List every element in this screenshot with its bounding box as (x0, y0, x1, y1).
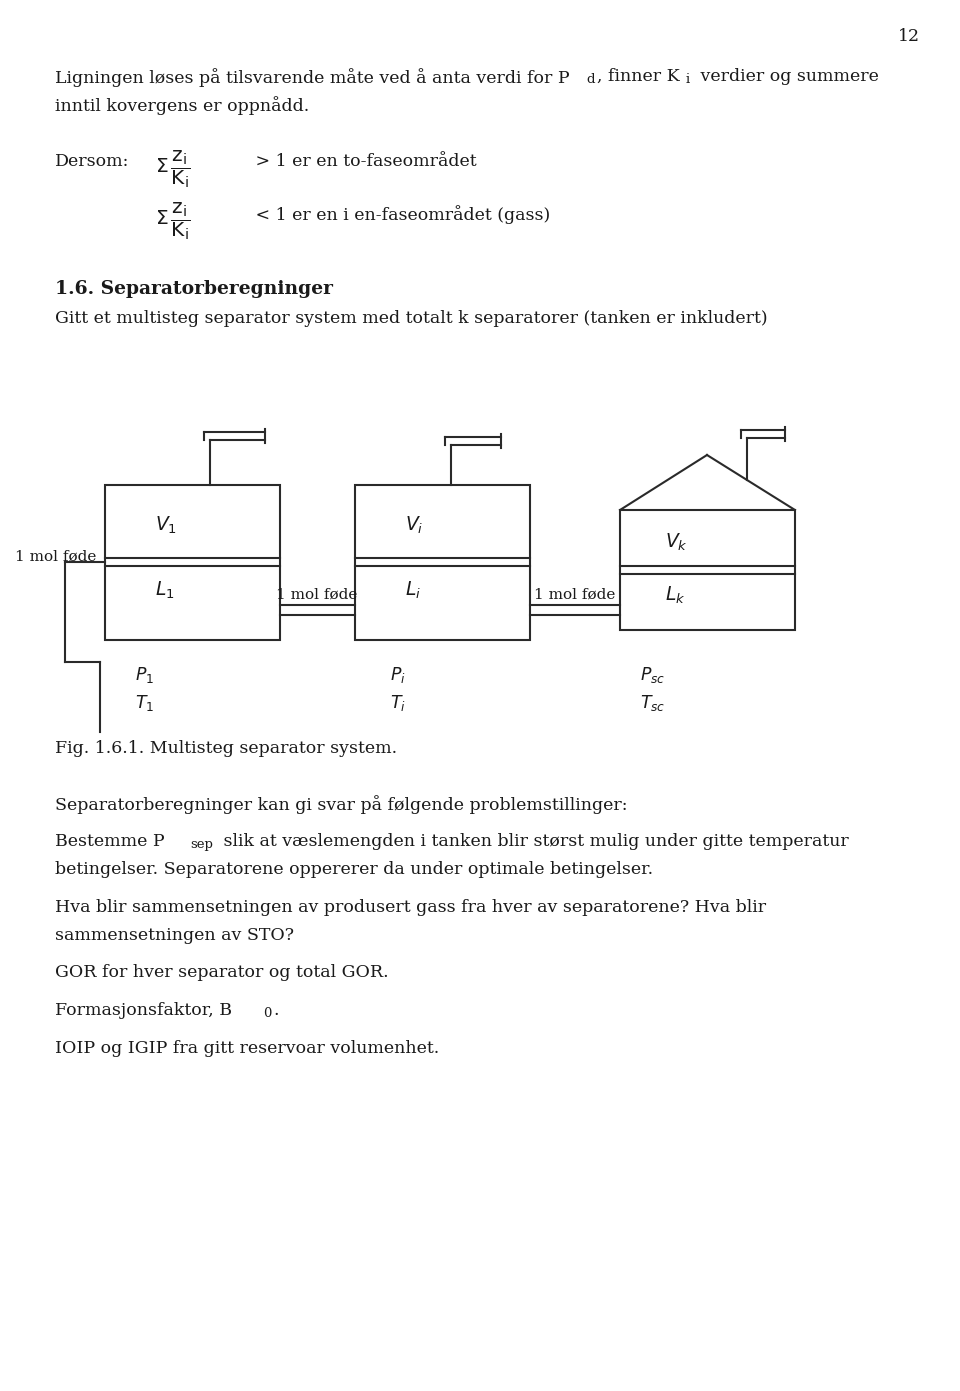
Text: $L_k$: $L_k$ (665, 586, 685, 606)
Text: $\mathsf{\Sigma\,\dfrac{z_i}{K_i}}$: $\mathsf{\Sigma\,\dfrac{z_i}{K_i}}$ (155, 200, 191, 242)
Text: > 1 er en to-faseområdet: > 1 er en to-faseområdet (250, 153, 476, 170)
Text: 1 mol føde: 1 mol føde (276, 588, 358, 602)
Text: d: d (586, 72, 594, 86)
Text: $P_{sc}$: $P_{sc}$ (640, 665, 665, 684)
Text: Formasjonsfaktor, B: Formasjonsfaktor, B (55, 1002, 232, 1020)
Text: Gitt et multisteg separator system med totalt k separatorer (tanken er inkludert: Gitt et multisteg separator system med t… (55, 310, 768, 327)
Text: 1.6. Separatorberegninger: 1.6. Separatorberegninger (55, 280, 333, 298)
Text: $P_i$: $P_i$ (390, 665, 406, 684)
Bar (620, 510, 795, 630)
Bar (355, 485, 530, 640)
Text: $T_i$: $T_i$ (390, 693, 406, 714)
Text: $V_k$: $V_k$ (665, 531, 688, 554)
Text: Fig. 1.6.1. Multisteg separator system.: Fig. 1.6.1. Multisteg separator system. (55, 740, 397, 757)
Text: GOR for hver separator og total GOR.: GOR for hver separator og total GOR. (55, 964, 389, 981)
Text: , finner K: , finner K (597, 68, 680, 85)
Text: .: . (273, 1002, 278, 1020)
Text: sammensetningen av STO?: sammensetningen av STO? (55, 926, 294, 944)
Text: Hva blir sammensetningen av produsert gass fra hver av separatorene? Hva blir: Hva blir sammensetningen av produsert ga… (55, 899, 766, 917)
Text: $P_1$: $P_1$ (135, 665, 155, 684)
Text: 1 mol føde: 1 mol føde (15, 549, 96, 563)
Text: $\mathsf{\Sigma\,\dfrac{z_i}{K_i}}$: $\mathsf{\Sigma\,\dfrac{z_i}{K_i}}$ (155, 147, 191, 191)
Text: 12: 12 (898, 28, 920, 45)
Text: $T_{sc}$: $T_{sc}$ (640, 693, 665, 714)
Text: Dersom:: Dersom: (55, 153, 130, 170)
Text: $V_1$: $V_1$ (155, 515, 177, 537)
Text: < 1 er en i en-faseområdet (gass): < 1 er en i en-faseområdet (gass) (250, 204, 550, 224)
Text: $V_i$: $V_i$ (405, 515, 423, 537)
Text: $T_1$: $T_1$ (135, 693, 155, 714)
Text: verdier og summere: verdier og summere (695, 68, 878, 85)
Bar (105, 485, 280, 640)
Text: i: i (686, 72, 690, 86)
Text: Separatorberegninger kan gi svar på følgende problemstillinger:: Separatorberegninger kan gi svar på følg… (55, 796, 628, 814)
Text: Ligningen løses på tilsvarende måte ved å anta verdi for P: Ligningen løses på tilsvarende måte ved … (55, 68, 569, 86)
Text: inntil kovergens er oppnådd.: inntil kovergens er oppnådd. (55, 96, 309, 115)
Text: 0: 0 (263, 1007, 272, 1020)
Text: Bestemme P: Bestemme P (55, 833, 164, 850)
Text: sep: sep (190, 837, 213, 851)
Text: 1 mol føde: 1 mol føde (535, 588, 615, 602)
Text: betingelser. Separatorene oppererer da under optimale betingelser.: betingelser. Separatorene oppererer da u… (55, 861, 653, 878)
Text: $L_i$: $L_i$ (405, 580, 421, 601)
Text: IOIP og IGIP fra gitt reservoar volumenhet.: IOIP og IGIP fra gitt reservoar volumenh… (55, 1040, 440, 1057)
Text: $L_1$: $L_1$ (155, 580, 175, 601)
Text: slik at væslemengden i tanken blir størst mulig under gitte temperatur: slik at væslemengden i tanken blir størs… (218, 833, 849, 850)
